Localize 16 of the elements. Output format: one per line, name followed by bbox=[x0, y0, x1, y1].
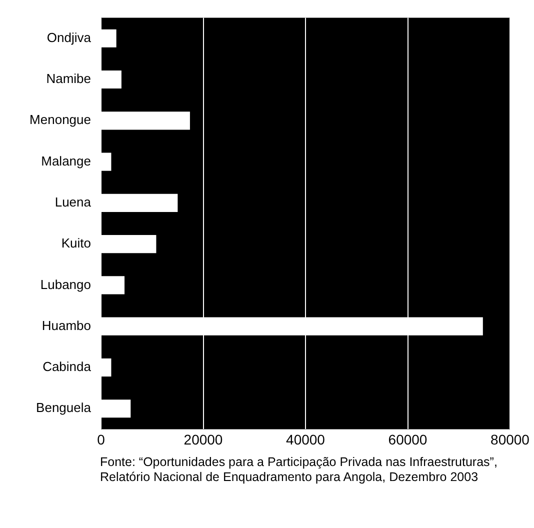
y-tick-label: Namibe bbox=[46, 71, 91, 86]
y-tick-label: Malange bbox=[41, 153, 91, 168]
x-tick-label: 60000 bbox=[388, 431, 428, 448]
y-tick-label: Kuito bbox=[61, 236, 91, 251]
y-tick-label: Cabinda bbox=[42, 359, 92, 374]
x-tick-label: 40000 bbox=[286, 431, 326, 448]
y-tick-label: Lubango bbox=[40, 276, 91, 292]
x-tick-label: 80000 bbox=[490, 431, 530, 448]
y-tick-label: Benguela bbox=[36, 400, 92, 416]
y-tick-label: Ondjiva bbox=[46, 30, 92, 45]
x-tick-label: 0 bbox=[97, 431, 106, 448]
y-tick-label: Luena bbox=[54, 194, 92, 210]
source-note: Fonte: “Oportunidades para a Participação Privada nas Infraestruturas”, Relatório Nacional de Enquadramento para Angola, Dezembro 2003 bbox=[100, 455, 498, 485]
y-tick-label: Menongue bbox=[30, 112, 91, 128]
x-tick-label: 20000 bbox=[184, 431, 223, 448]
y-tick-label: Huambo bbox=[42, 318, 91, 333]
